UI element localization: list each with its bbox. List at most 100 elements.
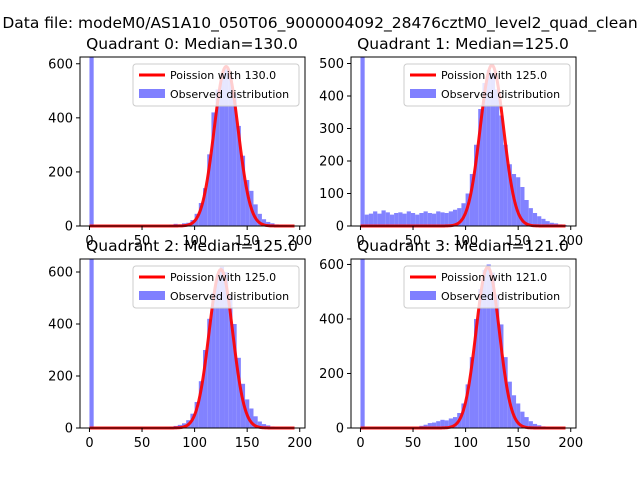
histogram-bar [499,115,504,226]
histogram-bar [545,221,550,227]
subplot-title: Quadrant 3: Median=121.0 [357,237,569,255]
histogram-bar [419,213,424,226]
histogram-bar [232,93,237,226]
histogram-bar [520,187,525,226]
subplot-title: Quadrant 2: Median=125.0 [86,237,298,255]
histogram-bar [406,211,411,227]
histogram-bar [224,69,229,226]
histogram-bar [381,210,386,226]
y-tick-label: 400 [48,318,73,333]
y-tick-label: 0 [336,220,344,235]
plot-area: 0 50 100 150 200 0 200 400 600 Poission with 130.… [48,56,312,249]
histogram-bar [249,408,254,428]
histogram-bar [360,57,365,226]
histogram-bar [440,419,445,428]
histogram-bar [427,423,432,428]
histogram-bar [469,174,475,226]
subplot-title: Quadrant 0: Median=130.0 [86,35,298,53]
histogram-bar [89,57,94,226]
histogram-bar [228,295,233,428]
histogram-bar [385,212,390,226]
y-tick-label: 200 [48,370,73,385]
histogram-bar [215,89,220,226]
legend-label: Observed distribution [170,88,289,101]
plot-area: 0 50 100 150 200 0 200 400 600 Poission with 121.… [319,258,583,451]
histogram-bar [203,188,208,226]
histogram-bar [89,259,94,428]
y-tick-label: 600 [48,57,73,72]
x-tick-label: 100 [182,234,207,249]
y-tick-label: 0 [65,220,73,235]
y-tick-label: 500 [319,57,344,72]
histogram-bar [364,214,369,227]
histogram-bar [232,324,237,428]
histogram-bar [402,213,407,226]
histogram-bar [245,180,250,226]
histogram-bar [507,164,512,226]
subplot-title: Quadrant 1: Median=125.0 [357,35,569,53]
histogram-bar [457,208,462,227]
histogram-bar [444,420,449,428]
histogram-bar [423,424,428,428]
histogram-bar [203,350,208,428]
x-tick-label: 50 [134,436,151,451]
subplot-quadrant-2: Quadrant 2: Median=125.0 0 50 100 150 200 0 20… [48,237,312,451]
y-tick-label: 100 [319,187,344,202]
histogram-bar [474,318,479,428]
x-tick-label: 150 [506,436,531,451]
histogram-bar [440,212,445,226]
histogram-bar [524,200,529,226]
subplot-quadrant-1: Quadrant 1: Median=125.0 0 50 100 150 200 0 10… [319,35,583,249]
histogram-bar [266,221,271,226]
x-tick-label: 200 [287,436,312,451]
histogram-bar [257,421,262,428]
histogram-bar [452,417,458,428]
histogram-bar [516,177,521,226]
x-tick-label: 0 [85,436,93,451]
legend-label: Poission with 125.0 [170,271,276,284]
histogram-bar [486,70,491,226]
histogram-bar [482,83,487,226]
plot-area: 0 50 100 150 200 0 100 200 300 400 500 Poission wit… [319,56,583,249]
histogram-bar [261,424,267,428]
histogram-bar [207,318,212,428]
histogram-bar [448,418,453,428]
legend-label: Observed distribution [441,290,560,303]
histogram-bar [219,74,225,226]
legend-label: Observed distribution [170,290,289,303]
legend-box [403,265,571,309]
legend-patch-swatch [139,89,165,98]
histogram-bar [198,381,204,428]
subplot-quadrant-3: Quadrant 3: Median=121.0 0 50 100 150 200 0 20… [319,237,583,451]
x-tick-label: 150 [506,234,531,249]
histogram-bar [198,203,204,226]
histogram-bar [478,109,483,226]
x-tick-label: 0 [356,234,364,249]
x-tick-label: 200 [558,436,583,451]
x-tick-label: 200 [287,234,312,249]
histogram-bar [240,155,246,226]
histogram-bar [431,422,437,428]
y-tick-label: 400 [319,312,344,327]
histogram-bar [228,75,233,227]
histogram-bar [257,213,262,226]
histogram-bar [261,219,267,226]
y-tick-label: 600 [48,266,73,281]
histogram-bar [373,211,378,227]
histogram-bar [444,213,449,226]
histogram-bar [503,144,508,226]
histogram-bar [490,272,496,428]
histogram-bar [503,357,508,428]
legend-box [132,265,300,309]
histogram-bar [394,213,399,226]
histogram-bar [516,403,521,428]
histogram-bar [495,89,500,226]
legend-label: Poission with 125.0 [441,69,547,82]
legend-label: Observed distribution [441,88,560,101]
histogram-bar [436,211,441,227]
axes-frame [79,56,306,227]
histogram-bar [211,112,216,226]
histogram-bar [465,384,470,428]
histogram-bar [236,125,241,226]
